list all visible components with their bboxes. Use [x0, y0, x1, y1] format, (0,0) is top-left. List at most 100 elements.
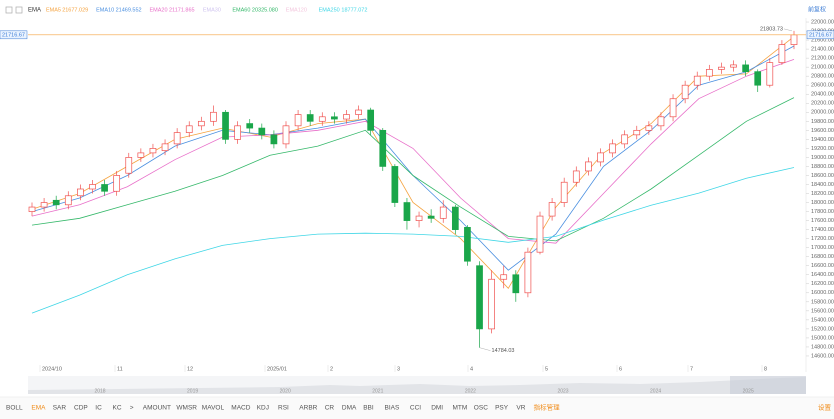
candle-body [730, 64, 737, 68]
price-label-left: 21716.67 [2, 32, 25, 38]
candle-body [40, 202, 48, 208]
indicator-tab[interactable]: MACD [231, 405, 250, 412]
indicator-tab[interactable]: CDP [74, 405, 88, 412]
candle-body [197, 120, 205, 127]
x-tick-label: 6 [619, 366, 622, 372]
y-tick-label: 14600.00 [811, 353, 834, 359]
indicator-tab[interactable]: EMA [31, 405, 46, 412]
candle-body [161, 143, 169, 151]
menu-icon[interactable] [5, 6, 13, 14]
price-label-right: 21716.67 [809, 32, 832, 38]
x-tick-label: 4 [470, 366, 473, 372]
candle-body [343, 114, 350, 120]
y-tick-label: 15600.00 [811, 308, 834, 314]
candle-body [512, 274, 520, 294]
indicator-tab[interactable]: CR [325, 405, 335, 412]
x-tick-label: 2024/10 [42, 366, 62, 372]
navigator-year: 2025 [743, 388, 754, 394]
indicator-tab[interactable]: SAR [53, 405, 67, 412]
adjust-mode[interactable]: 前复权 [808, 6, 826, 14]
candle-body [391, 166, 399, 203]
y-tick-label: 18000.00 [811, 200, 834, 206]
y-tick-label: 16000.00 [811, 290, 834, 296]
candle-body [246, 123, 254, 129]
indicator-tab[interactable]: RSI [278, 405, 289, 412]
candle-body [282, 125, 290, 145]
indicator-tab[interactable]: BBI [363, 405, 374, 412]
indicator-tab[interactable]: MTM [453, 405, 468, 412]
indicator-tab[interactable]: BOLL [6, 405, 23, 412]
ema-line [31, 59, 795, 244]
indicator-tab[interactable]: DMI [431, 405, 443, 412]
indicator-name: EMA [28, 8, 41, 14]
indicator-tab[interactable]: MAVOL [202, 405, 225, 412]
candle-body [585, 161, 592, 172]
legend-name[interactable]: EMA60 [232, 7, 250, 13]
y-tick-label: 14800.00 [811, 344, 834, 350]
legend-name[interactable]: EMA120 [286, 7, 307, 13]
y-tick-label: 18600.00 [811, 173, 834, 179]
y-tick-label: 16400.00 [811, 272, 834, 278]
candle-body [28, 206, 36, 212]
candle-body [77, 188, 84, 197]
indicator-tab[interactable]: > [130, 405, 134, 412]
x-tick-label: 3 [397, 366, 400, 372]
candle-body [572, 170, 580, 183]
ema-line [31, 97, 795, 242]
y-tick-label: 15800.00 [811, 299, 834, 305]
candle-body [536, 215, 544, 253]
legend-name[interactable]: EMA30 [203, 7, 221, 13]
candle-body [403, 202, 411, 221]
y-tick-label: 17200.00 [811, 236, 834, 242]
low-pointer [479, 347, 491, 351]
candle-body [718, 66, 725, 70]
indicator-tab[interactable]: BIAS [385, 405, 400, 412]
candle-body [306, 114, 314, 122]
settings[interactable]: 设置 [818, 403, 832, 412]
indicator-tab[interactable]: DMA [342, 405, 357, 412]
navigator-year: 2018 [94, 388, 105, 394]
x-tick-label: 2 [330, 366, 333, 372]
x-tick-label: 5 [545, 366, 548, 372]
y-tick-label: 18800.00 [811, 164, 834, 170]
y-tick-label: 18400.00 [811, 182, 834, 188]
indicator-tab[interactable]: AMOUNT [143, 405, 171, 412]
indicator-tab[interactable]: ARBR [299, 405, 317, 412]
legend-name[interactable]: EMA5 [46, 7, 61, 13]
navigator-area [28, 377, 806, 394]
manage-indicators[interactable]: 指标管理 [534, 403, 561, 412]
indicator-tab[interactable]: VR [516, 405, 525, 412]
candle-body [113, 175, 121, 192]
candle-body [125, 157, 133, 174]
candle-body [790, 34, 798, 45]
candle-body [439, 206, 447, 219]
candle-body [222, 111, 229, 140]
y-tick-label: 15400.00 [811, 317, 834, 323]
indicator-tab[interactable]: KC [113, 405, 122, 412]
navigator-window[interactable] [730, 376, 806, 394]
legend-name[interactable]: EMA10 [96, 7, 114, 13]
y-tick-label: 15000.00 [811, 335, 834, 341]
y-tick-label: 17400.00 [811, 227, 834, 233]
legend-name[interactable]: EMA250 [319, 7, 340, 13]
indicator-tab[interactable]: CCI [410, 405, 421, 412]
indicator-tab[interactable]: IC [95, 405, 102, 412]
navigator-year: 2019 [187, 388, 198, 394]
candle-body [742, 64, 749, 73]
y-tick-label: 20800.00 [811, 74, 834, 80]
indicator-tab[interactable]: PSY [495, 405, 509, 412]
y-tick-label: 19400.00 [811, 137, 834, 143]
legend-name[interactable]: EMA20 [150, 7, 168, 13]
candle-body [609, 143, 616, 154]
candle-body [645, 125, 653, 131]
close-icon[interactable] [15, 6, 23, 14]
x-tick-label: 12 [187, 366, 193, 372]
candle-body [210, 111, 217, 122]
indicator-tab[interactable]: KDJ [257, 405, 269, 412]
candle-body [633, 129, 641, 136]
indicator-tab[interactable]: OSC [474, 405, 488, 412]
legend-value: 18777.072 [341, 7, 367, 13]
indicator-tab[interactable]: WMSR [176, 405, 197, 412]
y-tick-label: 20400.00 [811, 92, 834, 98]
